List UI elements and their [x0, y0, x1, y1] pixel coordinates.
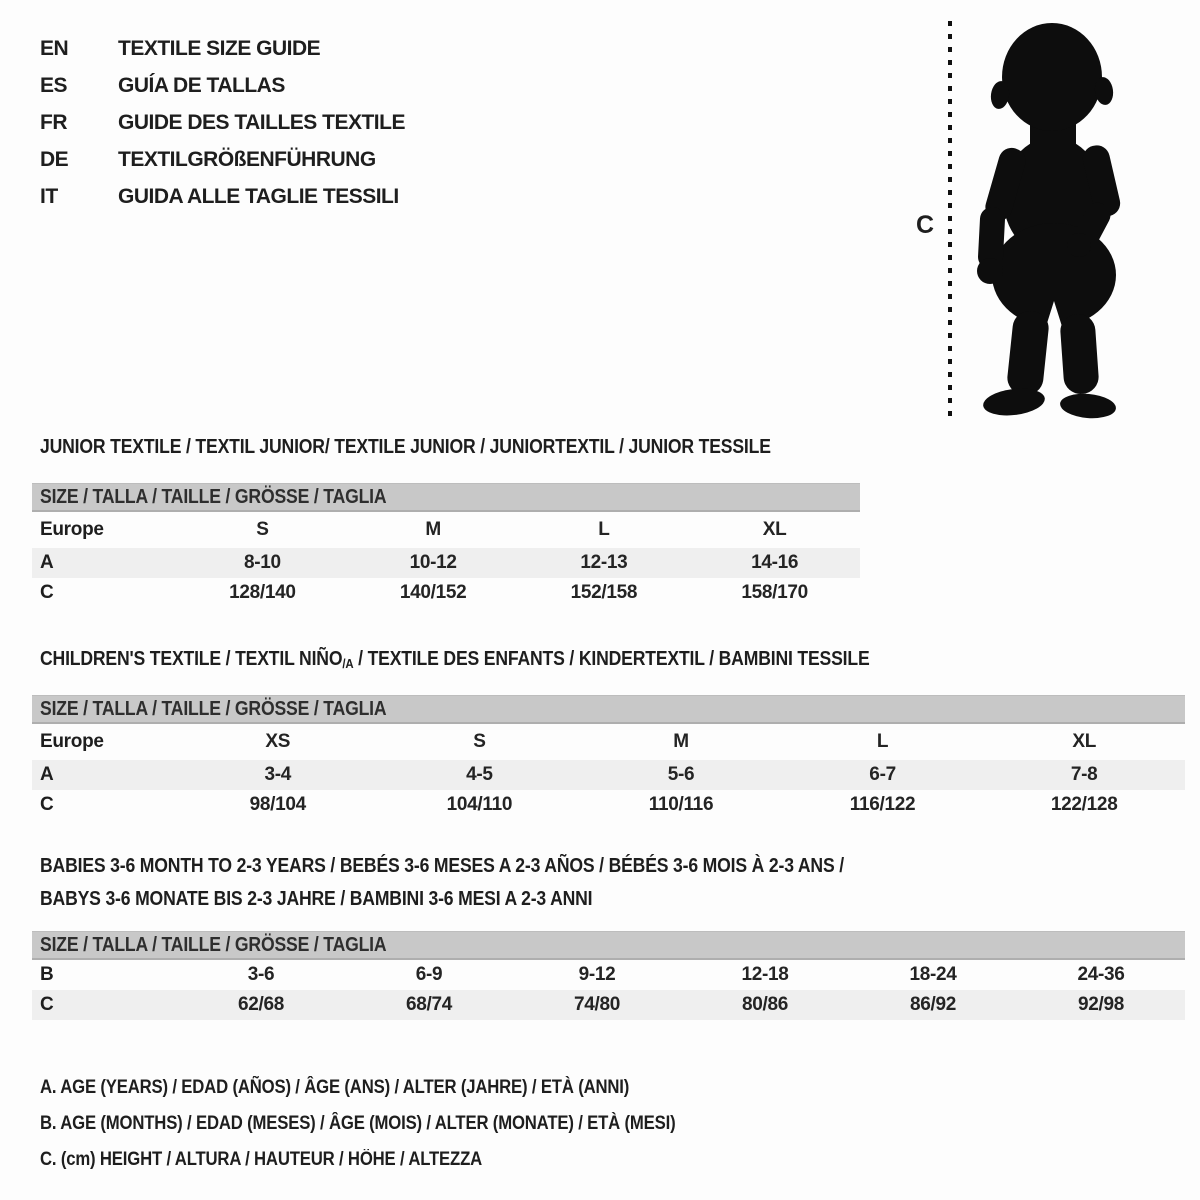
table-row: B 3-6 6-9 9-12 12-18 18-24 24-36 — [32, 960, 1185, 990]
baby-silhouette-icon — [977, 23, 1121, 419]
table-cell: 110/116 — [648, 794, 714, 815]
table-cell: 24-36 — [1077, 964, 1125, 985]
junior-section-title: JUNIOR TEXTILE / TEXTIL JUNIOR/ TEXTILE … — [40, 436, 771, 458]
table-cell: 14-16 — [751, 552, 799, 573]
table-cell: 5-6 — [667, 764, 695, 785]
babies-textile-section: BABIES 3-6 MONTH TO 2-3 YEARS / BEBÉS 3-… — [32, 850, 1185, 1020]
table-cell: 116/122 — [849, 794, 916, 815]
babies-size-header-band: SIZE / TALLA / TAILLE / GRÖSSE / TAGLIA — [32, 931, 1185, 960]
height-measure-figure: C — [900, 15, 1165, 427]
lang-title: TEXTILGRÖßENFÜHRUNG — [118, 147, 376, 171]
lang-row-de: DE TEXTILGRÖßENFÜHRUNG — [40, 141, 405, 178]
table-cell: S — [473, 731, 486, 752]
table-cell: 122/128 — [1050, 794, 1118, 815]
table-cell: 152/158 — [570, 582, 638, 603]
lang-title: GUIDA ALLE TAGLIE TESSILI — [118, 184, 399, 208]
table-cell: M — [673, 731, 689, 752]
babies-section-title-line2: BABYS 3-6 MONATE BIS 2-3 JAHRE / BAMBINI… — [40, 888, 593, 910]
table-cell: 7-8 — [1070, 764, 1098, 785]
legend-line-c: C. (cm) HEIGHT / ALTURA / HAUTEUR / HÖHE… — [40, 1149, 483, 1170]
table-cell: 68/74 — [405, 994, 453, 1015]
height-measure-label: C — [916, 211, 935, 239]
table-cell: 128/140 — [229, 582, 296, 603]
lang-code: ES — [40, 73, 68, 97]
table-cell: XL — [1072, 731, 1097, 752]
junior-size-header-band: SIZE / TALLA / TAILLE / GRÖSSE / TAGLIA — [32, 483, 860, 512]
language-title-list: EN TEXTILE SIZE GUIDE ES GUÍA DE TALLAS … — [40, 30, 405, 215]
table-cell: 92/98 — [1077, 994, 1125, 1015]
table-cell: 98/104 — [249, 794, 307, 815]
lang-row-fr: FR GUIDE DES TAILLES TEXTILE — [40, 104, 405, 141]
table-row: A 3-4 4-5 5-6 6-7 7-8 — [32, 760, 1185, 790]
table-cell: S — [256, 519, 269, 540]
table-row: A 8-10 10-12 12-13 14-16 — [32, 548, 860, 578]
row-label: Europe — [40, 519, 104, 540]
table-row: C 128/140 140/152 152/158 158/170 — [32, 578, 860, 608]
table-cell: 158/170 — [741, 582, 808, 603]
children-size-header-band: SIZE / TALLA / TAILLE / GRÖSSE / TAGLIA — [32, 695, 1185, 724]
legend-line-a: A. AGE (YEARS) / EDAD (AÑOS) / ÂGE (ANS)… — [40, 1077, 630, 1098]
row-label: B — [40, 964, 54, 985]
lang-row-en: EN TEXTILE SIZE GUIDE — [40, 30, 405, 67]
lang-title: GUIDE DES TAILLES TEXTILE — [118, 110, 405, 134]
lang-row-es: ES GUÍA DE TALLAS — [40, 67, 405, 104]
table-cell: 12-13 — [580, 552, 628, 573]
table-row: Europe XS S M L XL — [32, 724, 1185, 760]
table-row: C 98/104 104/110 110/116 116/122 122/128 — [32, 790, 1185, 820]
table-cell: 140/152 — [399, 582, 467, 603]
row-label: A — [40, 552, 54, 573]
table-cell: M — [425, 519, 441, 540]
lang-code: FR — [40, 110, 68, 134]
table-cell: 12-18 — [741, 964, 789, 985]
table-cell: 9-12 — [578, 964, 616, 985]
lang-title: GUÍA DE TALLAS — [118, 73, 285, 97]
row-label: Europe — [40, 731, 104, 752]
table-cell: 3-4 — [264, 764, 292, 785]
table-cell: 74/80 — [573, 994, 621, 1015]
row-label: C — [40, 994, 54, 1015]
children-textile-section: CHILDREN'S TEXTILE / TEXTIL NIÑO/A / TEX… — [32, 648, 1185, 820]
table-cell: 10-12 — [409, 552, 457, 573]
lang-code: DE — [40, 147, 69, 171]
table-cell: 6-9 — [415, 964, 443, 985]
lang-title: TEXTILE SIZE GUIDE — [118, 36, 321, 60]
table-cell: 6-7 — [869, 764, 896, 785]
row-label: C — [40, 582, 54, 603]
lang-code: IT — [40, 184, 58, 208]
table-cell: 18-24 — [909, 964, 957, 985]
table-cell: 86/92 — [909, 994, 957, 1015]
table-cell: 3-6 — [247, 964, 275, 985]
row-label: A — [40, 764, 54, 785]
table-cell: 104/110 — [446, 794, 513, 815]
row-label: C — [40, 794, 54, 815]
junior-textile-section: JUNIOR TEXTILE / TEXTIL JUNIOR/ TEXTILE … — [32, 436, 860, 608]
height-measure-line — [948, 21, 952, 417]
babies-section-title-line1: BABIES 3-6 MONTH TO 2-3 YEARS / BEBÉS 3-… — [40, 855, 844, 877]
lang-code: EN — [40, 36, 69, 60]
table-cell: 4-5 — [466, 764, 493, 785]
table-cell: L — [876, 731, 889, 752]
measurement-legend: A. AGE (YEARS) / EDAD (AÑOS) / ÂGE (ANS)… — [40, 1070, 762, 1178]
table-cell: XS — [265, 731, 291, 752]
lang-row-it: IT GUIDA ALLE TAGLIE TESSILI — [40, 178, 405, 215]
table-row: C 62/68 68/74 74/80 80/86 86/92 92/98 — [32, 990, 1185, 1020]
table-cell: 62/68 — [237, 994, 285, 1015]
children-section-title: CHILDREN'S TEXTILE / TEXTIL NIÑO/A / TEX… — [40, 648, 870, 671]
legend-line-b: B. AGE (MONTHS) / EDAD (MESES) / ÂGE (MO… — [40, 1113, 676, 1134]
table-cell: 8-10 — [243, 552, 281, 573]
table-cell: L — [598, 519, 610, 540]
table-row: Europe S M L XL — [32, 512, 860, 548]
table-cell: XL — [762, 519, 787, 540]
table-cell: 80/86 — [741, 994, 789, 1015]
